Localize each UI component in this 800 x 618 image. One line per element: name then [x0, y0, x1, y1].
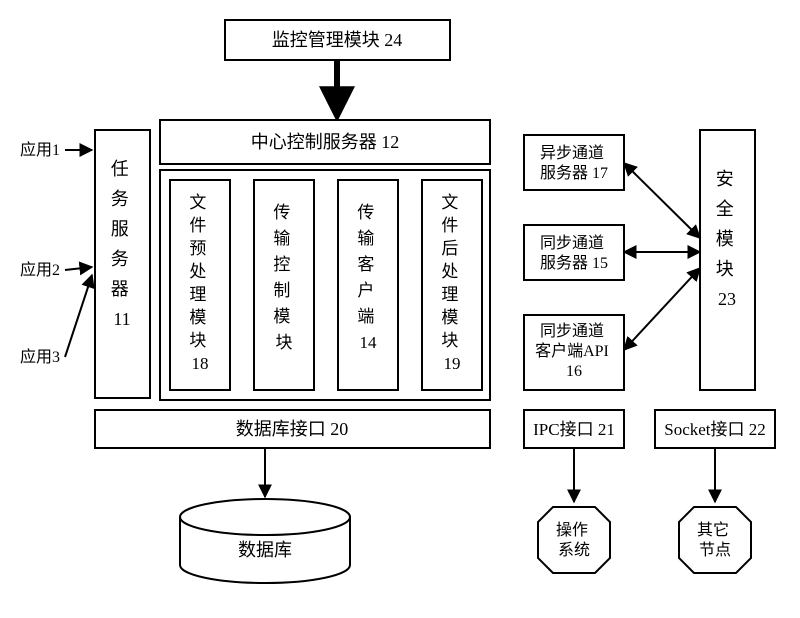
socket-label: Socket接口 22 [664, 420, 766, 439]
arrow-app3 [65, 275, 92, 357]
ipc-label: IPC接口 21 [533, 420, 615, 439]
db-label: 数据库 [238, 540, 292, 560]
app2-label: 应用2 [20, 260, 60, 279]
dbif-label: 数据库接口 20 [236, 419, 349, 439]
monitor-label: 监控管理模块 24 [272, 30, 403, 50]
architecture-diagram: 监控管理模块 24 中心控制服务器 12 任 务 服 务 器 11 文 件 预 … [0, 0, 800, 618]
arrow-app2 [65, 267, 92, 270]
other-octagon [679, 507, 751, 573]
os-octagon [538, 507, 610, 573]
app3-label: 应用3 [20, 347, 60, 366]
center-label: 中心控制服务器 12 [251, 132, 400, 152]
app1-label: 应用1 [20, 140, 60, 159]
arrow-synccli-security [624, 268, 700, 350]
arrow-async-security [624, 163, 700, 238]
